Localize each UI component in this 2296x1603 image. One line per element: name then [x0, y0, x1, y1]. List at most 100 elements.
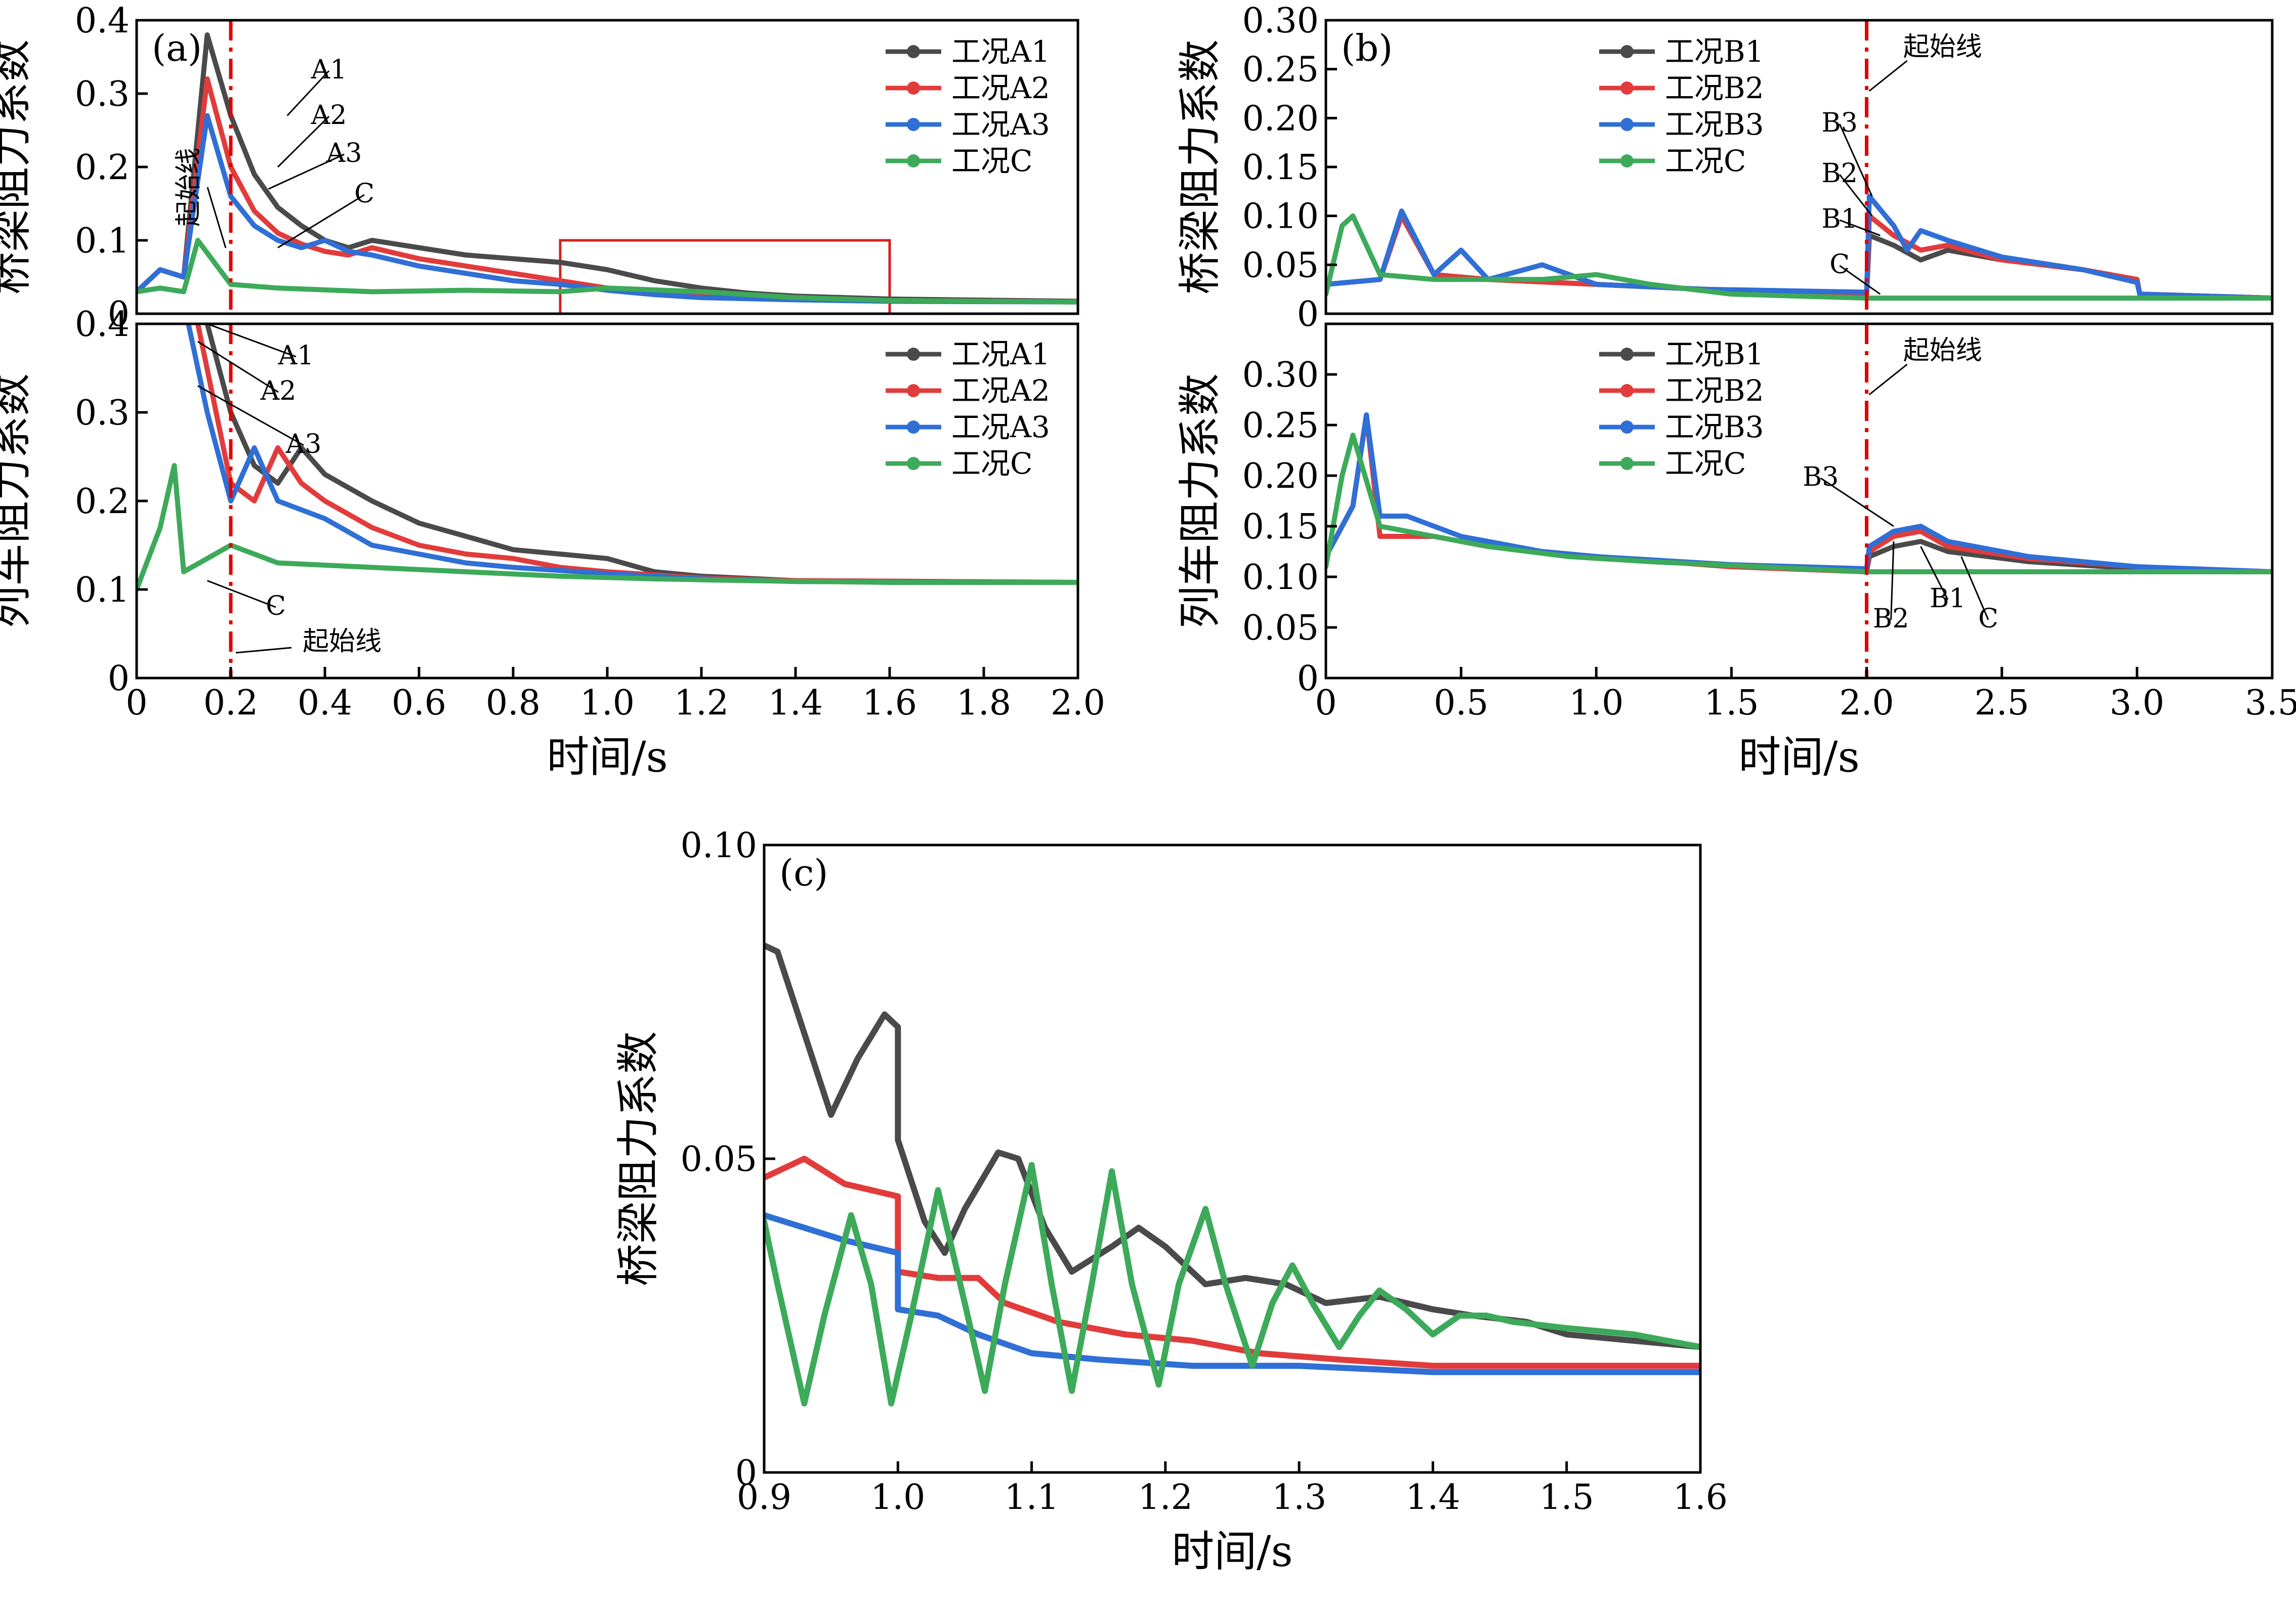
legend-label-C: 工况C — [951, 144, 1032, 178]
legend-marker-B1 — [1620, 45, 1634, 58]
curve-label-leader — [1839, 174, 1873, 217]
legend-marker-A2 — [907, 81, 920, 95]
x-axis-label: 时间/s — [547, 732, 667, 782]
series-line-C — [1326, 433, 2272, 574]
x-tick-label: 1.3 — [1272, 1478, 1326, 1517]
curve-label-B2: B2 — [1821, 158, 1857, 189]
curve-label-C: C — [266, 591, 286, 621]
x-tick-label: 0 — [126, 683, 147, 723]
x-tick-label: 1.5 — [1539, 1478, 1594, 1517]
x-tick-label: 0.6 — [392, 683, 446, 723]
series-line-C — [137, 463, 1078, 592]
legend-marker-A1 — [907, 348, 920, 361]
series-line-A3 — [186, 324, 1078, 585]
y-tick-label: 0.2 — [75, 482, 130, 522]
series-line-B3 — [1326, 412, 2272, 574]
legend-marker-A3 — [907, 420, 920, 434]
panel-c: 0 0.05 0.10 0.9 1.0 1.1 1.2 1.3 1.4 1.5 1.6 桥梁阻力系数时… — [613, 826, 1728, 1576]
legend-label-A2: 工况A2 — [951, 373, 1050, 408]
legend-label-C: 工况C — [1665, 446, 1746, 481]
x-tick-label: 0.8 — [486, 683, 540, 723]
y-tick-label: 0.3 — [75, 393, 130, 433]
x-tick-label: 0.2 — [203, 683, 258, 723]
legend-label-B2: 工况B2 — [1665, 373, 1764, 408]
x-tick-label: 1.2 — [1138, 1478, 1193, 1517]
x-tick-label: 1.6 — [1673, 1478, 1728, 1517]
curve-label-A3: A3 — [326, 138, 362, 168]
y-axis-label: 列车阻力系数 — [0, 373, 35, 628]
curve-label-leader — [277, 115, 330, 168]
legend-marker-C — [1620, 457, 1634, 470]
y-tick-label: 0.1 — [75, 570, 130, 610]
y-tick-label: 0.05 — [1242, 608, 1319, 648]
y-tick-label: 0.10 — [1242, 197, 1319, 237]
x-tick-label: 2.0 — [1051, 683, 1105, 723]
start-line-label: 起始线 — [1903, 335, 1982, 366]
x-tick-label: 2.0 — [1839, 683, 1894, 723]
x-tick-label: 1.8 — [956, 683, 1011, 723]
y-tick-label: 0.05 — [681, 1140, 757, 1179]
y-axis-label: 桥梁阻力系数 — [613, 1031, 663, 1286]
curve-label-C: C — [354, 179, 374, 209]
start-line-leader — [1868, 363, 1908, 396]
y-tick-label: 0 — [108, 294, 130, 334]
legend-label-A3: 工况A3 — [951, 107, 1050, 142]
x-tick-label: 1.0 — [1569, 683, 1623, 723]
y-axis-label: 列车阻力系数 — [1175, 373, 1225, 628]
x-tick-label: 0 — [1315, 683, 1337, 723]
curve-label-leader — [1839, 219, 1881, 236]
curve-label-leader — [206, 323, 297, 358]
series-line-A1 — [204, 324, 1078, 585]
curve-label-leader — [1839, 123, 1873, 197]
curve-label-B1: B1 — [1821, 204, 1857, 234]
panel-label: (a) — [152, 27, 202, 69]
x-tick-label: 1.1 — [1004, 1478, 1059, 1517]
curve-label-A2: A2 — [311, 100, 347, 131]
y-tick-label: 0.3 — [75, 74, 130, 114]
y-axis-label: 桥梁阻力系数 — [0, 39, 35, 294]
x-tick-label: 3.5 — [2245, 683, 2296, 723]
start-line-leader — [235, 647, 292, 654]
plot-frame — [1324, 322, 2274, 680]
y-tick-label: 0.05 — [1242, 245, 1319, 285]
legend-label-A3: 工况A3 — [951, 410, 1050, 444]
curve-label-leader — [197, 385, 304, 446]
series-line-A2 — [764, 1156, 1700, 1369]
y-tick-label: 0.4 — [75, 1, 130, 41]
x-tick-label: 0.5 — [1434, 683, 1488, 723]
y-tick-label: 0.4 — [75, 305, 130, 345]
legend-marker-B2 — [1620, 384, 1634, 397]
legend-label-A1: 工况A1 — [951, 337, 1050, 371]
legend-marker-C — [907, 154, 920, 167]
legend-label-C: 工况C — [1665, 144, 1746, 178]
x-tick-label: 1.4 — [1405, 1478, 1460, 1517]
start-line-label: 起始线 — [174, 148, 204, 227]
x-axis-label: 时间/s — [1172, 1527, 1292, 1576]
legend-label-B2: 工况B2 — [1665, 71, 1764, 105]
y-tick-label: 0.30 — [1242, 1, 1319, 41]
curve-label-leader — [268, 153, 345, 190]
y-tick-label: 0.20 — [1242, 99, 1319, 139]
x-tick-label: 3.0 — [2110, 683, 2164, 723]
legend-label-B1: 工况B1 — [1665, 337, 1764, 371]
y-tick-label: 0.1 — [75, 221, 130, 261]
panel-label: (b) — [1341, 27, 1393, 69]
series-line-A1 — [137, 32, 1078, 304]
legend-label-B3: 工况B3 — [1665, 107, 1764, 142]
x-tick-label: 2.5 — [1975, 683, 2029, 723]
series-line-C — [137, 238, 1078, 305]
curve-label-A1: A1 — [311, 55, 347, 85]
legend-marker-A1 — [907, 45, 920, 58]
curve-label-leader — [1920, 546, 1949, 600]
y-tick-label: 0.30 — [1242, 355, 1319, 395]
curve-label-leader — [197, 341, 279, 393]
legend-marker-B3 — [1620, 420, 1634, 434]
series-line-C — [1326, 213, 2272, 301]
x-tick-label: 1.0 — [870, 1478, 925, 1517]
x-tick-label: 0.9 — [737, 1478, 791, 1517]
curve-label-B2: B2 — [1873, 604, 1909, 634]
series-line-B1 — [1326, 412, 2272, 574]
panel-a_bottom: 0 0.1 0.2 0.3 0.4 0 0.2 0.4 0.6 0.8 1.0 1.2 1.4 1.6 1.… — [0, 305, 1105, 782]
